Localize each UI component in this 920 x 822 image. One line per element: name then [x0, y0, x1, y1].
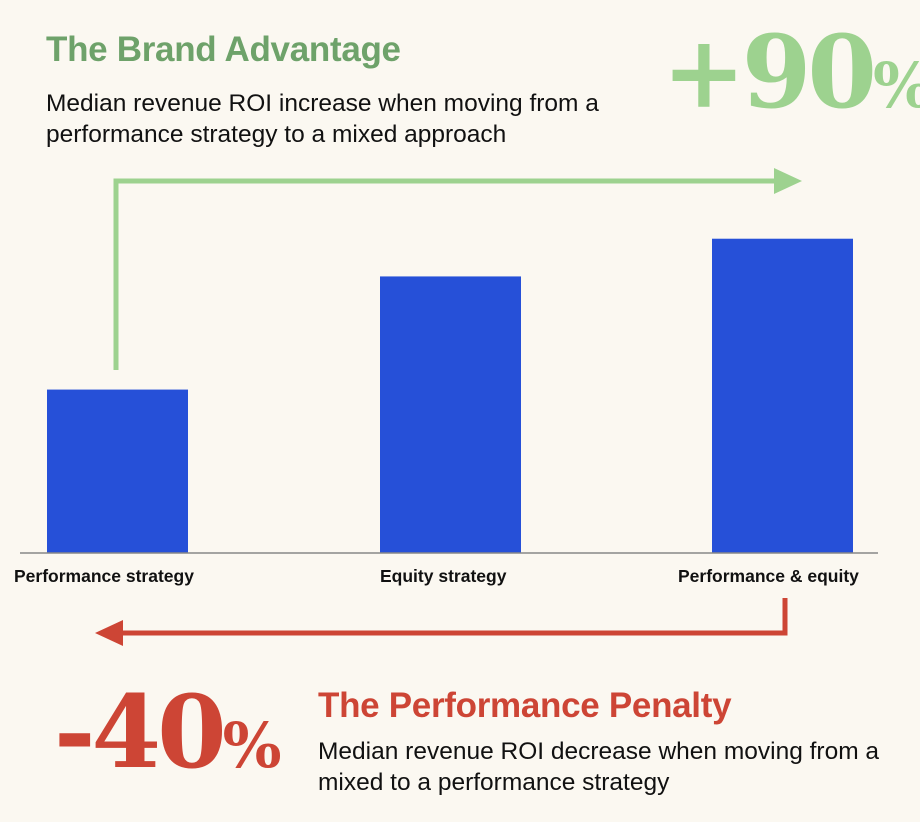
bar-performance-and-equity	[712, 238, 853, 553]
decrease-percent-sign: %	[222, 709, 282, 782]
increase-percent-sign: %	[873, 49, 920, 122]
category-label-performance-strategy: Performance strategy	[14, 566, 194, 586]
decrease-percentage: -40%	[54, 682, 282, 782]
increase-arrow	[113, 168, 802, 370]
performance-penalty-title: The Performance Penalty	[318, 686, 732, 725]
category-label-equity-strategy: Equity strategy	[380, 566, 507, 586]
brand-advantage-description: Median revenue ROI increase when moving …	[46, 90, 599, 148]
decrease-arrow	[95, 598, 788, 646]
increase-value: +90	[662, 13, 877, 131]
bar-performance-strategy	[47, 389, 188, 553]
brand-advantage-title: The Brand Advantage	[46, 30, 401, 69]
increase-percentage: +90%	[662, 22, 920, 122]
bar-equity-strategy	[380, 276, 521, 553]
performance-penalty-description: Median revenue ROI decrease when moving …	[318, 738, 880, 796]
decrease-value: -40	[54, 673, 227, 791]
bars-group	[47, 238, 853, 553]
category-label-performance-and-equity: Performance & equity	[678, 566, 859, 586]
